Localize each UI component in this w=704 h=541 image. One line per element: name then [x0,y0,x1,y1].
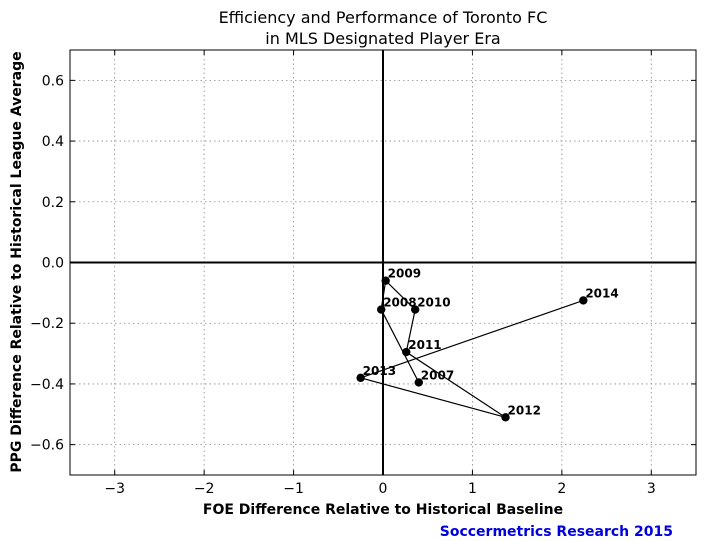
x-tick-label: −1 [283,481,304,497]
data-point-label: 2014 [585,286,618,300]
data-point-label: 2009 [388,267,421,281]
chart-title-line-1: Efficiency and Performance of Toronto FC [219,8,548,27]
chart-title-line-2: in MLS Designated Player Era [265,29,500,48]
data-point [356,373,365,383]
x-tick-label: 3 [647,481,656,497]
data-point [414,378,423,387]
y-tick-label: 0.0 [42,256,64,272]
series: 2007 2008 2009 2010 2011 2012 2013 2014 [356,267,619,422]
x-tick-label: 1 [468,481,477,497]
series-line [358,279,584,418]
data-point-label: 2012 [508,403,541,417]
data-point-label: 2013 [363,364,396,378]
reference-lines [70,50,696,475]
data-point [579,296,588,305]
data-point-label: 2007 [421,368,454,382]
x-tick-label: 2 [557,481,566,497]
y-ticks: −0.6 −0.4 −0.2 0.0 0.2 0.4 0.6 [30,73,696,454]
data-point-label: 2008 [383,296,416,310]
data-point [402,347,411,357]
y-tick-label: −0.6 [30,438,64,454]
y-tick-label: −0.2 [30,316,64,332]
data-point-label: 2010 [417,296,450,310]
y-tick-label: 0.4 [42,134,64,150]
x-tick-label: 0 [379,481,388,497]
data-point [377,305,386,314]
y-tick-label: 0.2 [42,195,64,211]
data-point [410,305,420,314]
y-tick-label: −0.4 [30,377,64,393]
x-axis-label: FOE Difference Relative to Historical Ba… [203,502,563,518]
y-tick-label: 0.6 [42,73,64,89]
x-tick-label: −2 [194,481,215,497]
data-point [381,276,390,285]
data-point-label: 2011 [408,338,441,352]
x-ticks: −3 −2 −1 0 1 2 3 [104,50,656,497]
x-tick-label: −3 [104,481,125,497]
data-point [501,413,510,422]
y-axis-label: PPG Difference Relative to Historical Le… [9,51,25,472]
credit-text: Soccermetrics Research 2015 [440,524,673,540]
